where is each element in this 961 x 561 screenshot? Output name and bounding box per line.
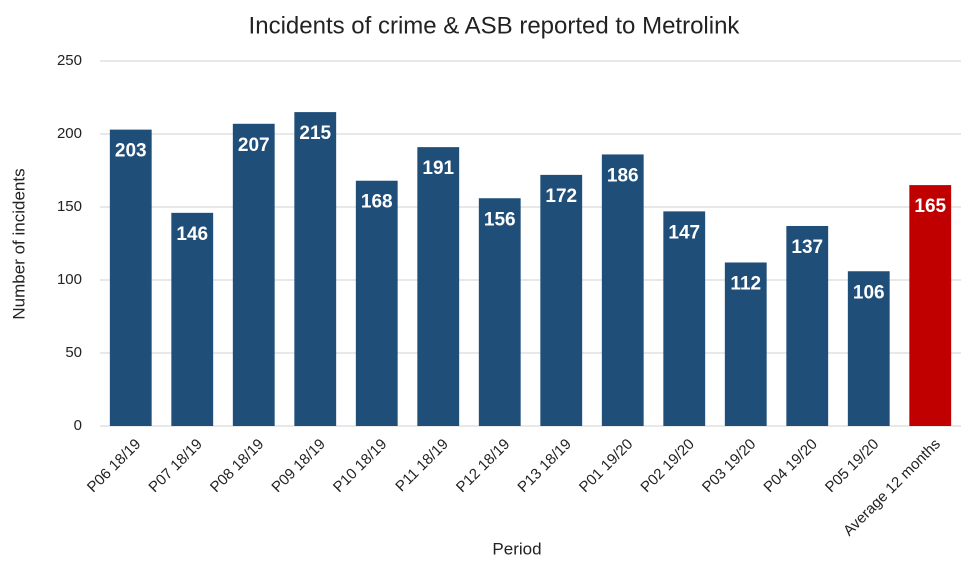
y-tick-label: 50 bbox=[65, 344, 82, 361]
value-label: 215 bbox=[299, 123, 331, 144]
x-tick-label: P08 18/19 bbox=[207, 436, 267, 496]
x-tick-label: P10 18/19 bbox=[330, 436, 390, 496]
bar bbox=[417, 147, 460, 426]
bar bbox=[724, 262, 767, 426]
x-tick-label: P02 19/20 bbox=[637, 436, 697, 496]
value-label: 186 bbox=[607, 165, 639, 186]
bar bbox=[478, 198, 521, 426]
value-label: 147 bbox=[668, 222, 700, 243]
value-label: 156 bbox=[484, 209, 516, 230]
y-tick-label: 100 bbox=[57, 271, 82, 288]
bar bbox=[355, 180, 398, 426]
x-tick-label: P04 19/20 bbox=[760, 436, 820, 496]
chart-title: Incidents of crime & ASB reported to Met… bbox=[249, 12, 741, 39]
x-tick-label: P12 18/19 bbox=[453, 436, 513, 496]
value-label: 203 bbox=[115, 141, 147, 162]
bar bbox=[847, 271, 890, 426]
y-tick-label: 200 bbox=[57, 125, 82, 142]
x-tick-label: P13 18/19 bbox=[514, 436, 574, 496]
value-label: 207 bbox=[238, 135, 270, 156]
bar bbox=[601, 154, 644, 426]
y-tick-label: 0 bbox=[74, 417, 82, 434]
y-tick-label: 250 bbox=[57, 52, 82, 69]
value-label: 191 bbox=[422, 158, 454, 179]
value-label: 172 bbox=[545, 186, 577, 207]
x-tick-label: P09 18/19 bbox=[268, 436, 328, 496]
bar bbox=[232, 123, 275, 426]
value-label: 112 bbox=[730, 273, 761, 294]
value-label: 146 bbox=[176, 224, 208, 245]
value-label: 106 bbox=[853, 282, 885, 303]
bar bbox=[171, 212, 214, 426]
bar bbox=[540, 174, 583, 426]
bar bbox=[909, 185, 952, 426]
bar bbox=[663, 211, 706, 426]
y-axis-title: Number of incidents bbox=[9, 168, 28, 319]
x-tick-label: P06 18/19 bbox=[84, 436, 144, 496]
x-tick-label: P07 18/19 bbox=[145, 436, 205, 496]
x-tick-label: P11 18/19 bbox=[392, 436, 452, 496]
x-axis-title: Period bbox=[492, 539, 541, 558]
value-label: 137 bbox=[791, 237, 823, 258]
x-tick-label: P01 19/20 bbox=[576, 436, 636, 496]
value-label: 165 bbox=[914, 196, 946, 217]
bar bbox=[294, 112, 337, 426]
y-tick-label: 150 bbox=[57, 198, 82, 215]
x-tick-label: P05 19/20 bbox=[822, 436, 882, 496]
bar bbox=[109, 129, 152, 426]
x-tick-label: P03 19/20 bbox=[699, 436, 759, 496]
bar bbox=[786, 225, 829, 426]
value-label: 168 bbox=[361, 192, 393, 213]
